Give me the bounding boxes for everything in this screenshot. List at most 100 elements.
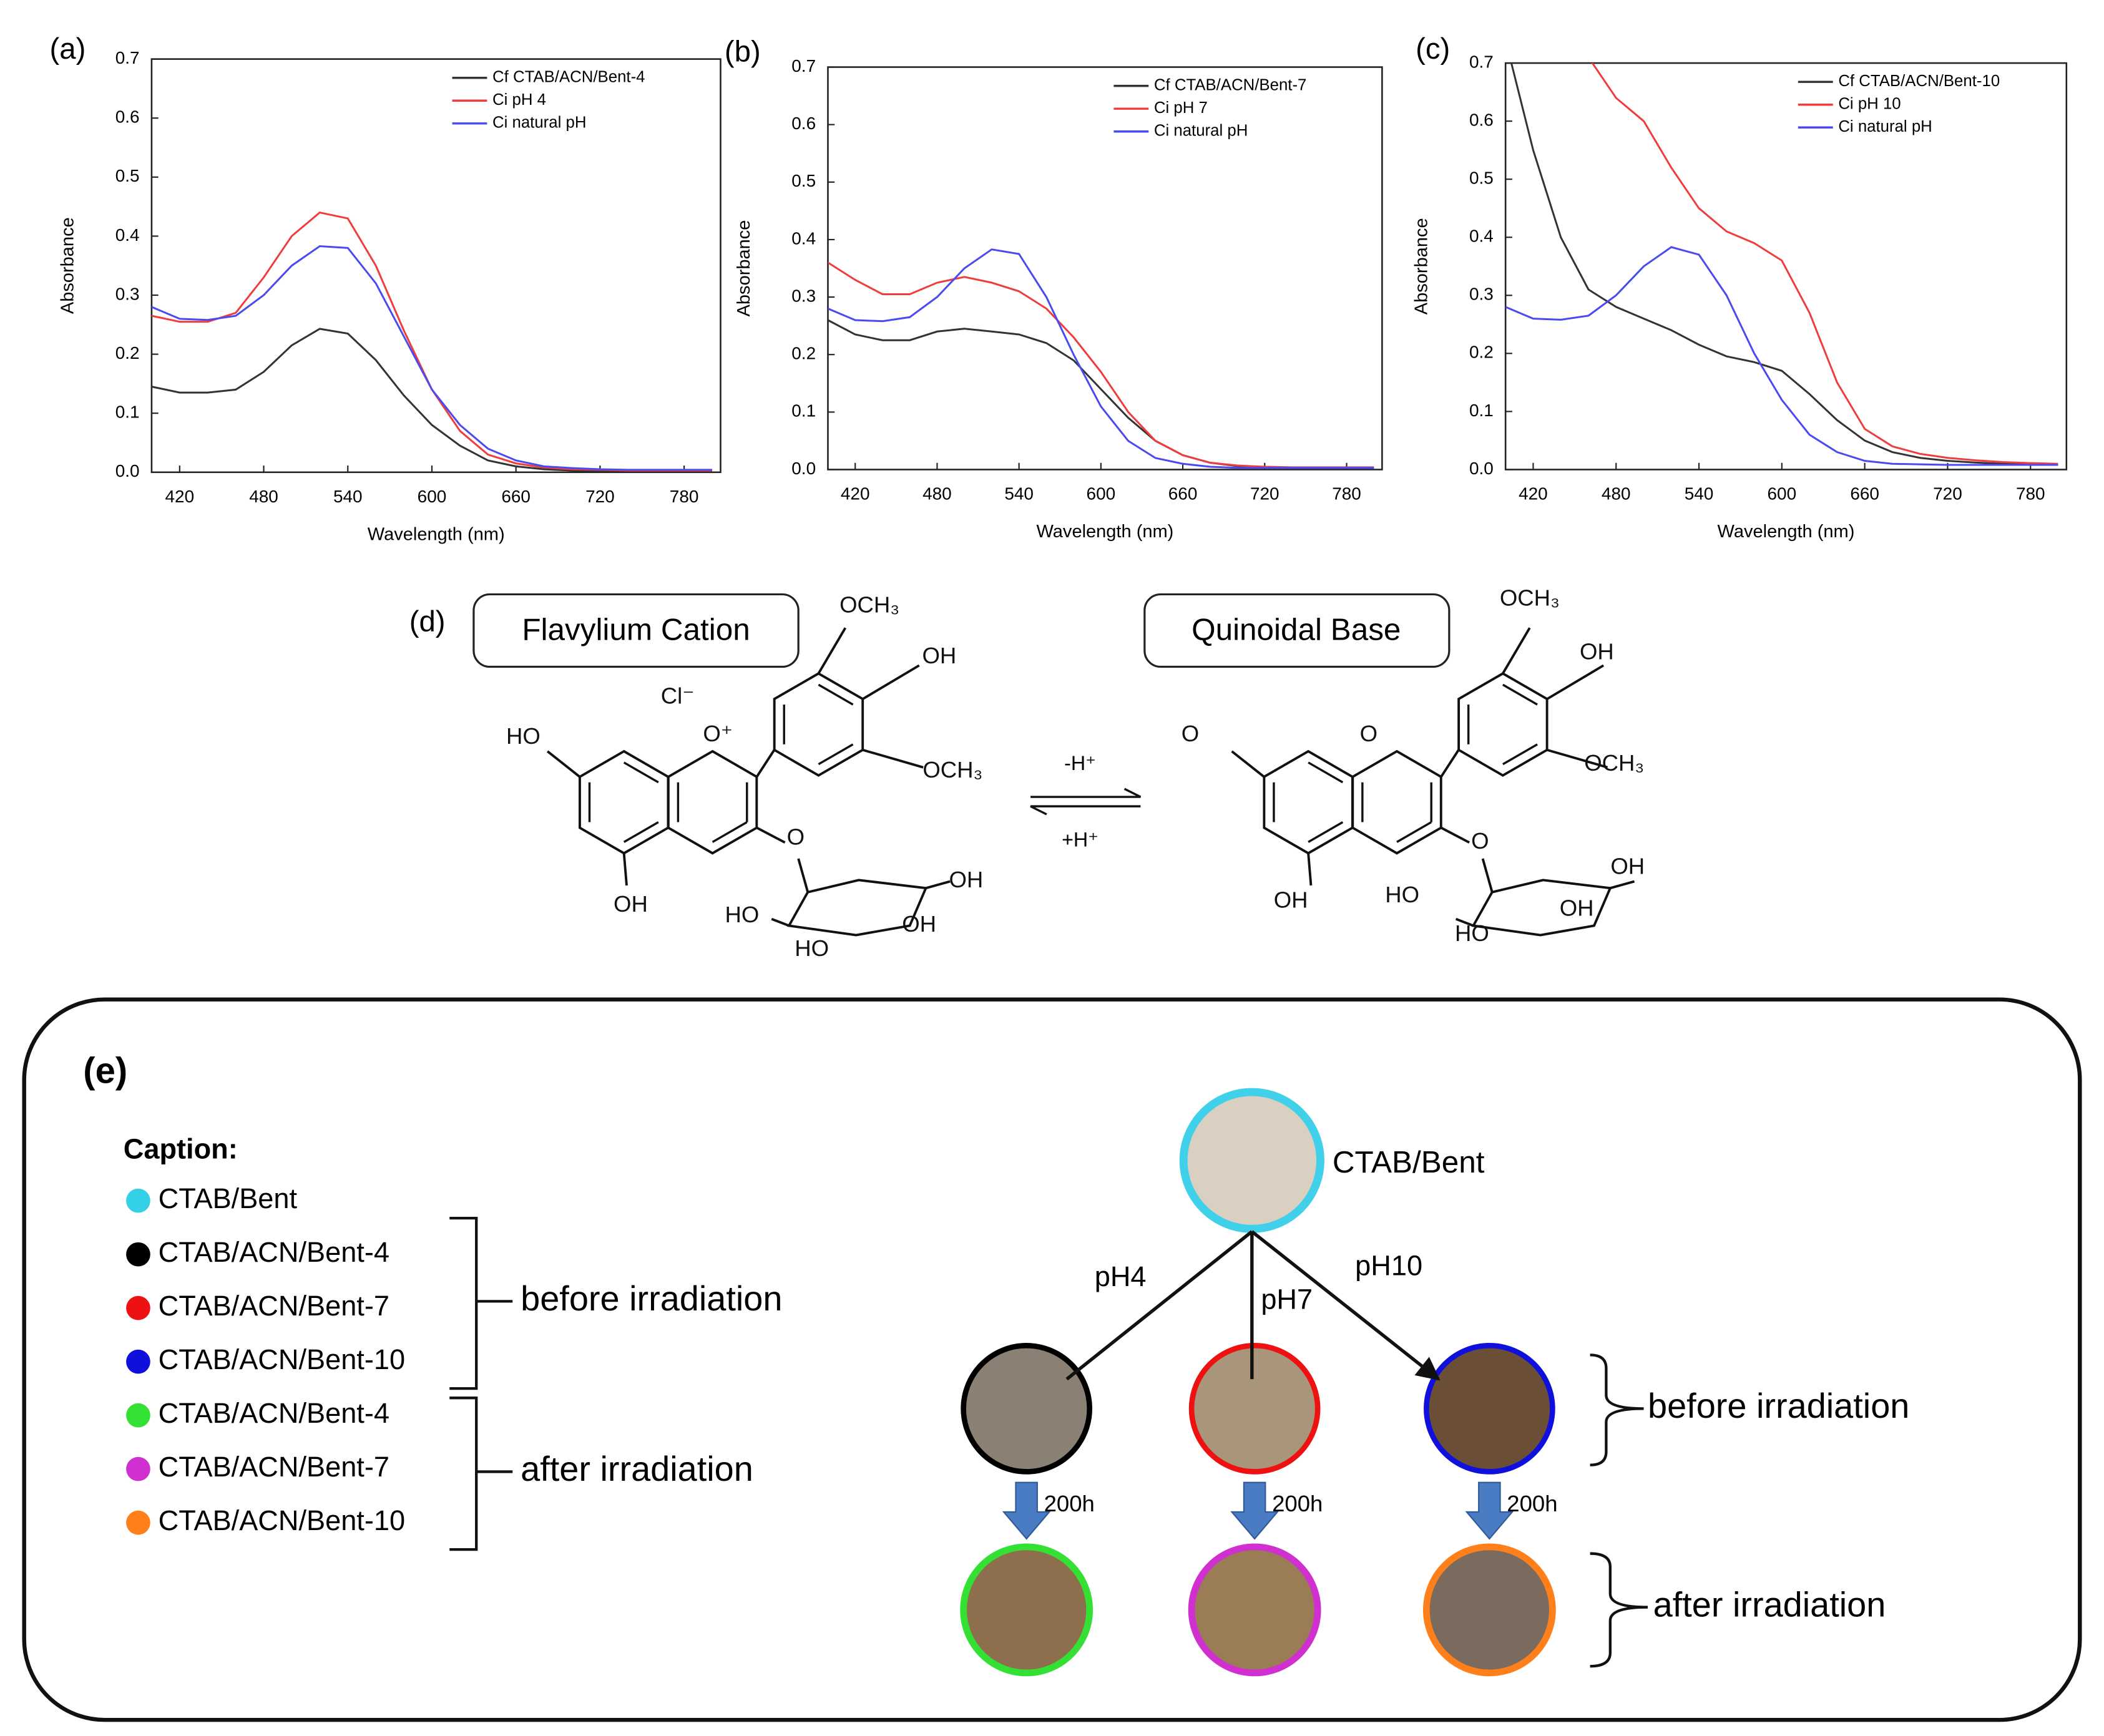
name-box [472,593,800,668]
legend-label: Cf CTAB/ACN/Bent-7 [1154,76,1307,94]
plot-frame [827,66,1383,471]
x-tick-label: 480 [922,484,952,504]
double-bond [1502,683,1538,706]
legend-label: CTAB/Bent [159,1183,298,1214]
bond [1440,749,1460,778]
atom-label: OH [1560,895,1594,920]
atom-label: HO [1455,920,1489,946]
time-label: 200h [1272,1491,1323,1516]
bond [817,627,847,675]
bracket [1590,1552,1648,1668]
group-label: after irradiation [521,1449,753,1488]
bond [755,749,776,778]
y-tick-label: 0.2 [1469,343,1494,362]
legend-label: CTAB/ACN/Bent-4 [159,1397,389,1429]
y-tick-label: 0.6 [791,114,816,133]
y-tick-label: 0.0 [791,459,816,478]
atom-label: O⁺ [703,721,733,746]
x-tick-label: 600 [1087,484,1116,504]
x-tick-label: 540 [333,487,363,506]
bond [1307,853,1313,886]
y-tick-label: 0.6 [115,107,140,127]
bond [1502,627,1531,675]
panel-label: (b) [725,36,761,69]
chart: (a) 420 480 540 600 660 720 780 0.0 0.1 0.2 0.3 0.4 0… [50,32,722,545]
x-tick-label: 480 [249,487,278,506]
sample-image [1188,1343,1321,1475]
x-tick-label: 420 [165,487,195,506]
ring [1351,749,1442,855]
atom-label: OH [1610,854,1645,879]
legend-label: Ci natural pH [1838,118,1932,135]
legend-label: Cf CTAB/ACN/Bent-4 [492,69,645,86]
atom-label: OH [614,891,648,917]
legend-dot [126,1295,150,1320]
y-tick-label: 0.5 [115,166,140,185]
x-tick-label: 660 [1850,484,1879,504]
name-box [1143,593,1451,668]
legend-dot [126,1456,150,1481]
data-line [828,261,1374,469]
bond [1481,858,1494,893]
ring [579,749,670,855]
double-bond [1308,821,1344,843]
y-tick-label: 0.2 [791,344,816,363]
x-tick-label: 540 [1004,484,1034,504]
x-tick-label: 600 [418,487,447,506]
atom-label: O [787,824,805,849]
double-bond [623,761,659,784]
atom-label: HO [725,902,759,927]
legend-dot [126,1242,150,1267]
y-axis-title: Absorbance [1412,218,1432,315]
bond [925,880,951,890]
x-tick-label: 720 [1933,484,1962,504]
x-tick-label: 480 [1602,484,1631,504]
branch-label: pH10 [1355,1250,1422,1282]
atom-label: HO [795,935,829,961]
atom-label: HO [506,723,541,749]
legend-label: CTAB/ACN/Bent-7 [159,1290,389,1322]
y-tick-label: 0.4 [791,228,816,248]
x-tick-label: 780 [1332,484,1361,504]
panel-label: (a) [50,32,86,66]
reaction-label: +H⁺ [1062,829,1098,851]
double-bond [623,821,659,843]
legend-label: CTAB/ACN/Bent-4 [159,1236,389,1268]
panel-e: CTAB/Bent CTAB/ACN/Bent-4 CTAB/ACN/Bent-7 C… [126,1183,1558,1677]
sample-image [961,1343,1092,1475]
atom-label: OH [922,643,957,668]
y-tick-label: 0.3 [791,286,816,305]
branch-label: pH4 [1095,1261,1147,1292]
reaction-label: -H⁺ [1064,752,1096,774]
y-tick-label: 0.3 [115,284,140,303]
time-arrow [1230,1481,1280,1540]
sample-image [1188,1543,1321,1677]
y-axis-title: Absorbance [57,217,77,314]
legend-label: CTAB/ACN/Bent-10 [159,1343,405,1375]
legend-label: Ci pH 7 [1154,99,1208,117]
atom-label: OH [1580,639,1614,665]
y-tick-label: 0.5 [1469,168,1494,188]
x-axis-title: Wavelength (nm) [1718,522,1855,542]
sample-image [1422,1543,1556,1677]
atom-label: OH [949,867,984,892]
x-tick-label: 420 [1519,484,1548,504]
x-tick-label: 780 [2016,484,2045,504]
data-line [151,245,712,471]
double-bond [818,683,854,706]
chart: (c) 420 480 540 600 660 720 780 0.0 0.1 0.2 0.3 0.4 0… [1412,32,2068,542]
y-tick-label: 0.1 [1469,401,1494,420]
atom-label: OCH₃ [839,592,899,617]
group-label: after irradiation [1653,1584,1886,1624]
atom-label: OCH₃ [1500,585,1560,611]
bond [862,664,920,700]
ring [1263,749,1354,855]
y-tick-label: 0.0 [115,461,140,480]
caption-title: Caption: [124,1133,238,1165]
bond [1455,917,1474,927]
y-tick-label: 0.7 [1469,52,1494,71]
equilibrium-arrow [1030,788,1142,816]
sample-label: CTAB/Bent [1333,1145,1485,1179]
